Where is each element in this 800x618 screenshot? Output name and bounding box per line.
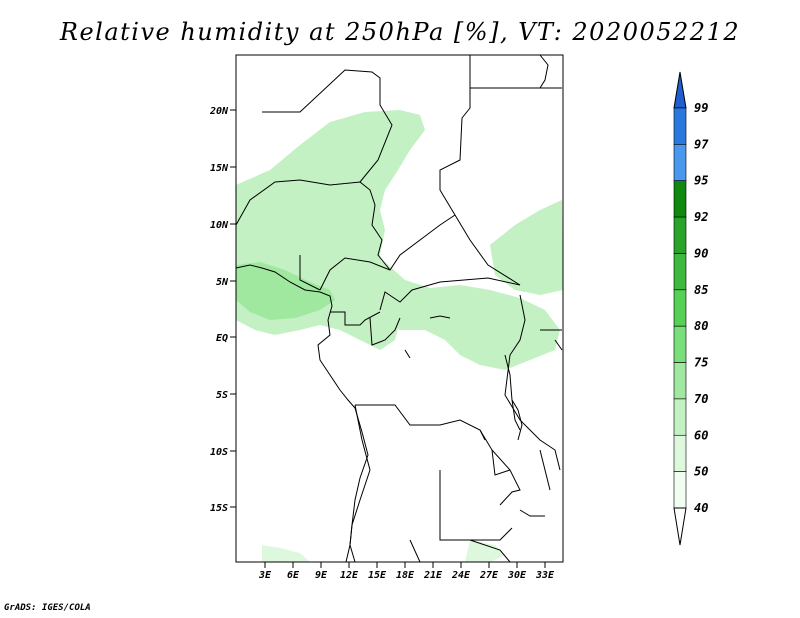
lat-tick-label: 15S [210, 503, 228, 514]
colorbar-swatch [673, 471, 687, 509]
lat-tick-label: 5S [216, 390, 228, 401]
humidity-shading [236, 110, 563, 562]
colorbar-label: 95 [694, 174, 708, 188]
lon-tick-label: 21E [423, 570, 443, 581]
lon-tick-label: 3E [258, 570, 272, 581]
lat-axis: 20N 15N 10N 5N EQ 5S 10S 15S [209, 106, 236, 514]
lon-tick-label: 12E [340, 570, 359, 581]
lat-tick-label: 15N [210, 163, 229, 174]
colorbar-label: 60 [694, 428, 708, 442]
colorbar-top-arrow [673, 71, 687, 109]
country-borders [235, 55, 563, 563]
lat-tick-label: 10S [210, 447, 228, 458]
lon-tick-label: 18E [396, 570, 415, 581]
lat-tick-label: EQ [216, 333, 228, 344]
colorbar-swatch [673, 434, 687, 472]
humidity-region-south [465, 540, 505, 562]
colorbar-swatch [673, 289, 687, 327]
lon-tick-label: 9E [315, 570, 328, 581]
humidity-region-east [490, 200, 563, 295]
lat-tick-label: 5N [216, 277, 229, 288]
colorbar-swatch [673, 107, 687, 145]
lon-tick-label: 15E [368, 570, 387, 581]
colorbar-swatch [673, 144, 687, 182]
humidity-region-west-coast [236, 262, 335, 320]
colorbar-label: 85 [694, 283, 708, 297]
coastline [235, 54, 551, 563]
colorbar-bottom-arrow [673, 507, 687, 546]
colorbar-swatch [673, 216, 687, 254]
colorbar: 99 97 95 92 90 85 80 75 70 60 50 40 [673, 71, 709, 546]
lon-tick-label: 33E [535, 570, 555, 581]
chart-title: Relative humidity at 250hPa [%], VT: 202… [59, 18, 741, 46]
lon-tick-label: 27E [479, 570, 499, 581]
lat-tick-label: 20N [209, 106, 229, 117]
colorbar-label: 70 [694, 392, 708, 406]
lon-tick-label: 6E [287, 570, 300, 581]
colorbar-label: 90 [694, 246, 708, 260]
lat-tick-label: 10N [210, 220, 229, 231]
credit-label: GrADS: IGES/COLA [4, 603, 91, 613]
colorbar-swatch [673, 253, 687, 291]
colorbar-swatch [673, 180, 687, 218]
lon-tick-label: 24E [451, 570, 471, 581]
lon-axis: 3E 6E 9E 12E 15E 18E 21E 24E 27E 30E 33E [258, 562, 555, 581]
colorbar-label: 92 [694, 210, 708, 224]
colorbar-label: 97 [694, 137, 709, 151]
colorbar-swatch [673, 398, 687, 436]
colorbar-label: 80 [694, 319, 708, 333]
map-frame [235, 54, 564, 563]
colorbar-label: 75 [694, 356, 708, 370]
colorbar-label: 50 [694, 465, 708, 479]
colorbar-label: 40 [694, 501, 708, 515]
lon-tick-label: 30E [507, 570, 527, 581]
colorbar-swatch [673, 362, 687, 400]
colorbar-swatch [673, 325, 687, 363]
humidity-region-southwest [262, 545, 310, 562]
colorbar-label: 99 [694, 101, 708, 115]
humidity-region-central [330, 255, 560, 370]
